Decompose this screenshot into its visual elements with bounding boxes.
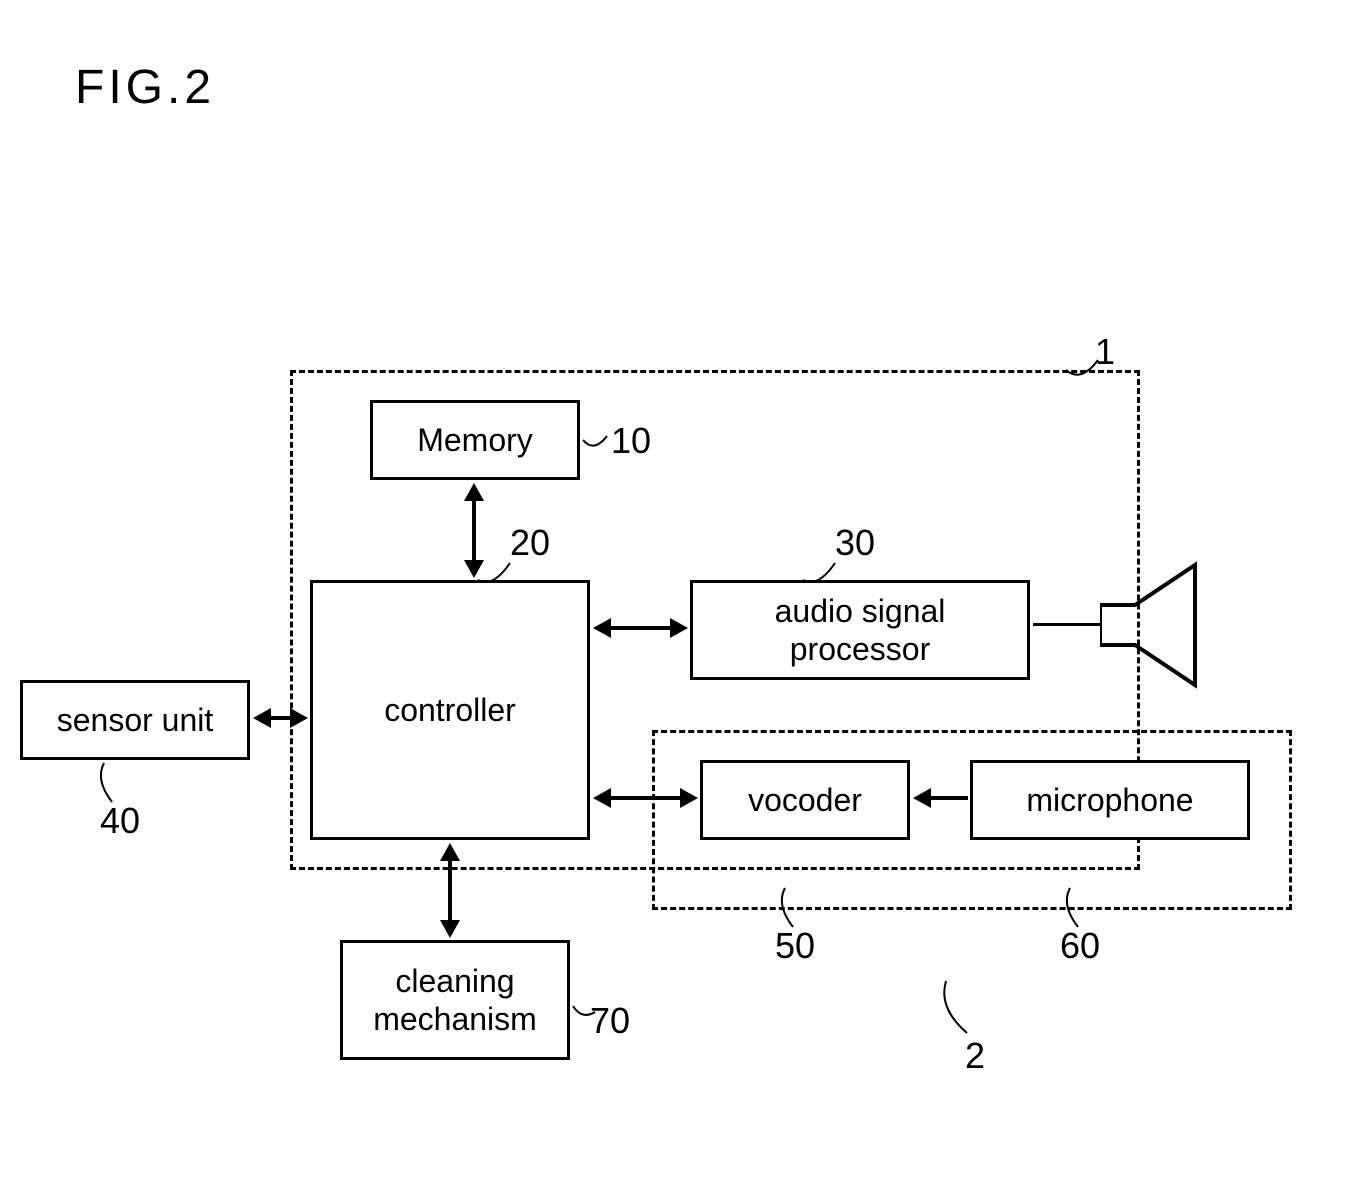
leader-60 (1058, 885, 1093, 930)
arrow-head-vocoder-right (913, 788, 931, 808)
arrow-memory-controller (472, 498, 476, 564)
leader-10 (580, 418, 612, 453)
sensor-unit-label: sensor unit (57, 701, 214, 739)
ref-10: 10 (611, 420, 651, 462)
arrow-head-cleaning (440, 920, 460, 938)
vocoder-block: vocoder (700, 760, 910, 840)
line-processor-speaker (1033, 623, 1100, 626)
ref-40: 40 (100, 800, 140, 842)
leader-40 (92, 760, 127, 805)
arrow-head-sensor (253, 708, 271, 728)
ref-30: 30 (835, 522, 875, 564)
arrow-sensor-controller (268, 716, 292, 720)
arrow-controller-cleaning (448, 858, 452, 924)
controller-label: controller (384, 691, 516, 729)
audio-signal-processor-label: audio signal processor (775, 592, 946, 669)
arrow-head-controller-bottom (440, 843, 460, 861)
arrow-head-controller-left (290, 708, 308, 728)
leader-50 (773, 885, 808, 930)
microphone-label: microphone (1026, 781, 1193, 819)
controller-block: controller (310, 580, 590, 840)
ref-20: 20 (510, 522, 550, 564)
leader-70 (570, 990, 600, 1025)
arrow-microphone-vocoder (928, 796, 968, 800)
memory-block: Memory (370, 400, 580, 480)
audio-signal-processor-block: audio signal processor (690, 580, 1030, 680)
sensor-unit-block: sensor unit (20, 680, 250, 760)
vocoder-label: vocoder (748, 781, 862, 819)
arrow-head-controller-right (593, 618, 611, 638)
microphone-block: microphone (970, 760, 1250, 840)
arrow-controller-vocoder (608, 796, 682, 800)
figure-label: FIG.2 (75, 60, 215, 115)
leader-20 (475, 558, 515, 588)
memory-label: Memory (417, 421, 533, 459)
arrow-head-memory (464, 483, 484, 501)
arrow-controller-audio (608, 626, 672, 630)
arrow-head-controller-vocoder-l (593, 788, 611, 808)
arrow-head-vocoder (680, 788, 698, 808)
ref-60: 60 (1060, 925, 1100, 967)
speaker-icon (1100, 555, 1210, 695)
ref-50: 50 (775, 925, 815, 967)
leader-group1 (1063, 355, 1103, 385)
leader-group2 (935, 978, 975, 1038)
ref-group-2: 2 (965, 1035, 985, 1077)
leader-30 (800, 558, 840, 588)
arrow-head-audio (670, 618, 688, 638)
cleaning-mechanism-block: cleaning mechanism (340, 940, 570, 1060)
cleaning-mechanism-label: cleaning mechanism (373, 962, 537, 1039)
